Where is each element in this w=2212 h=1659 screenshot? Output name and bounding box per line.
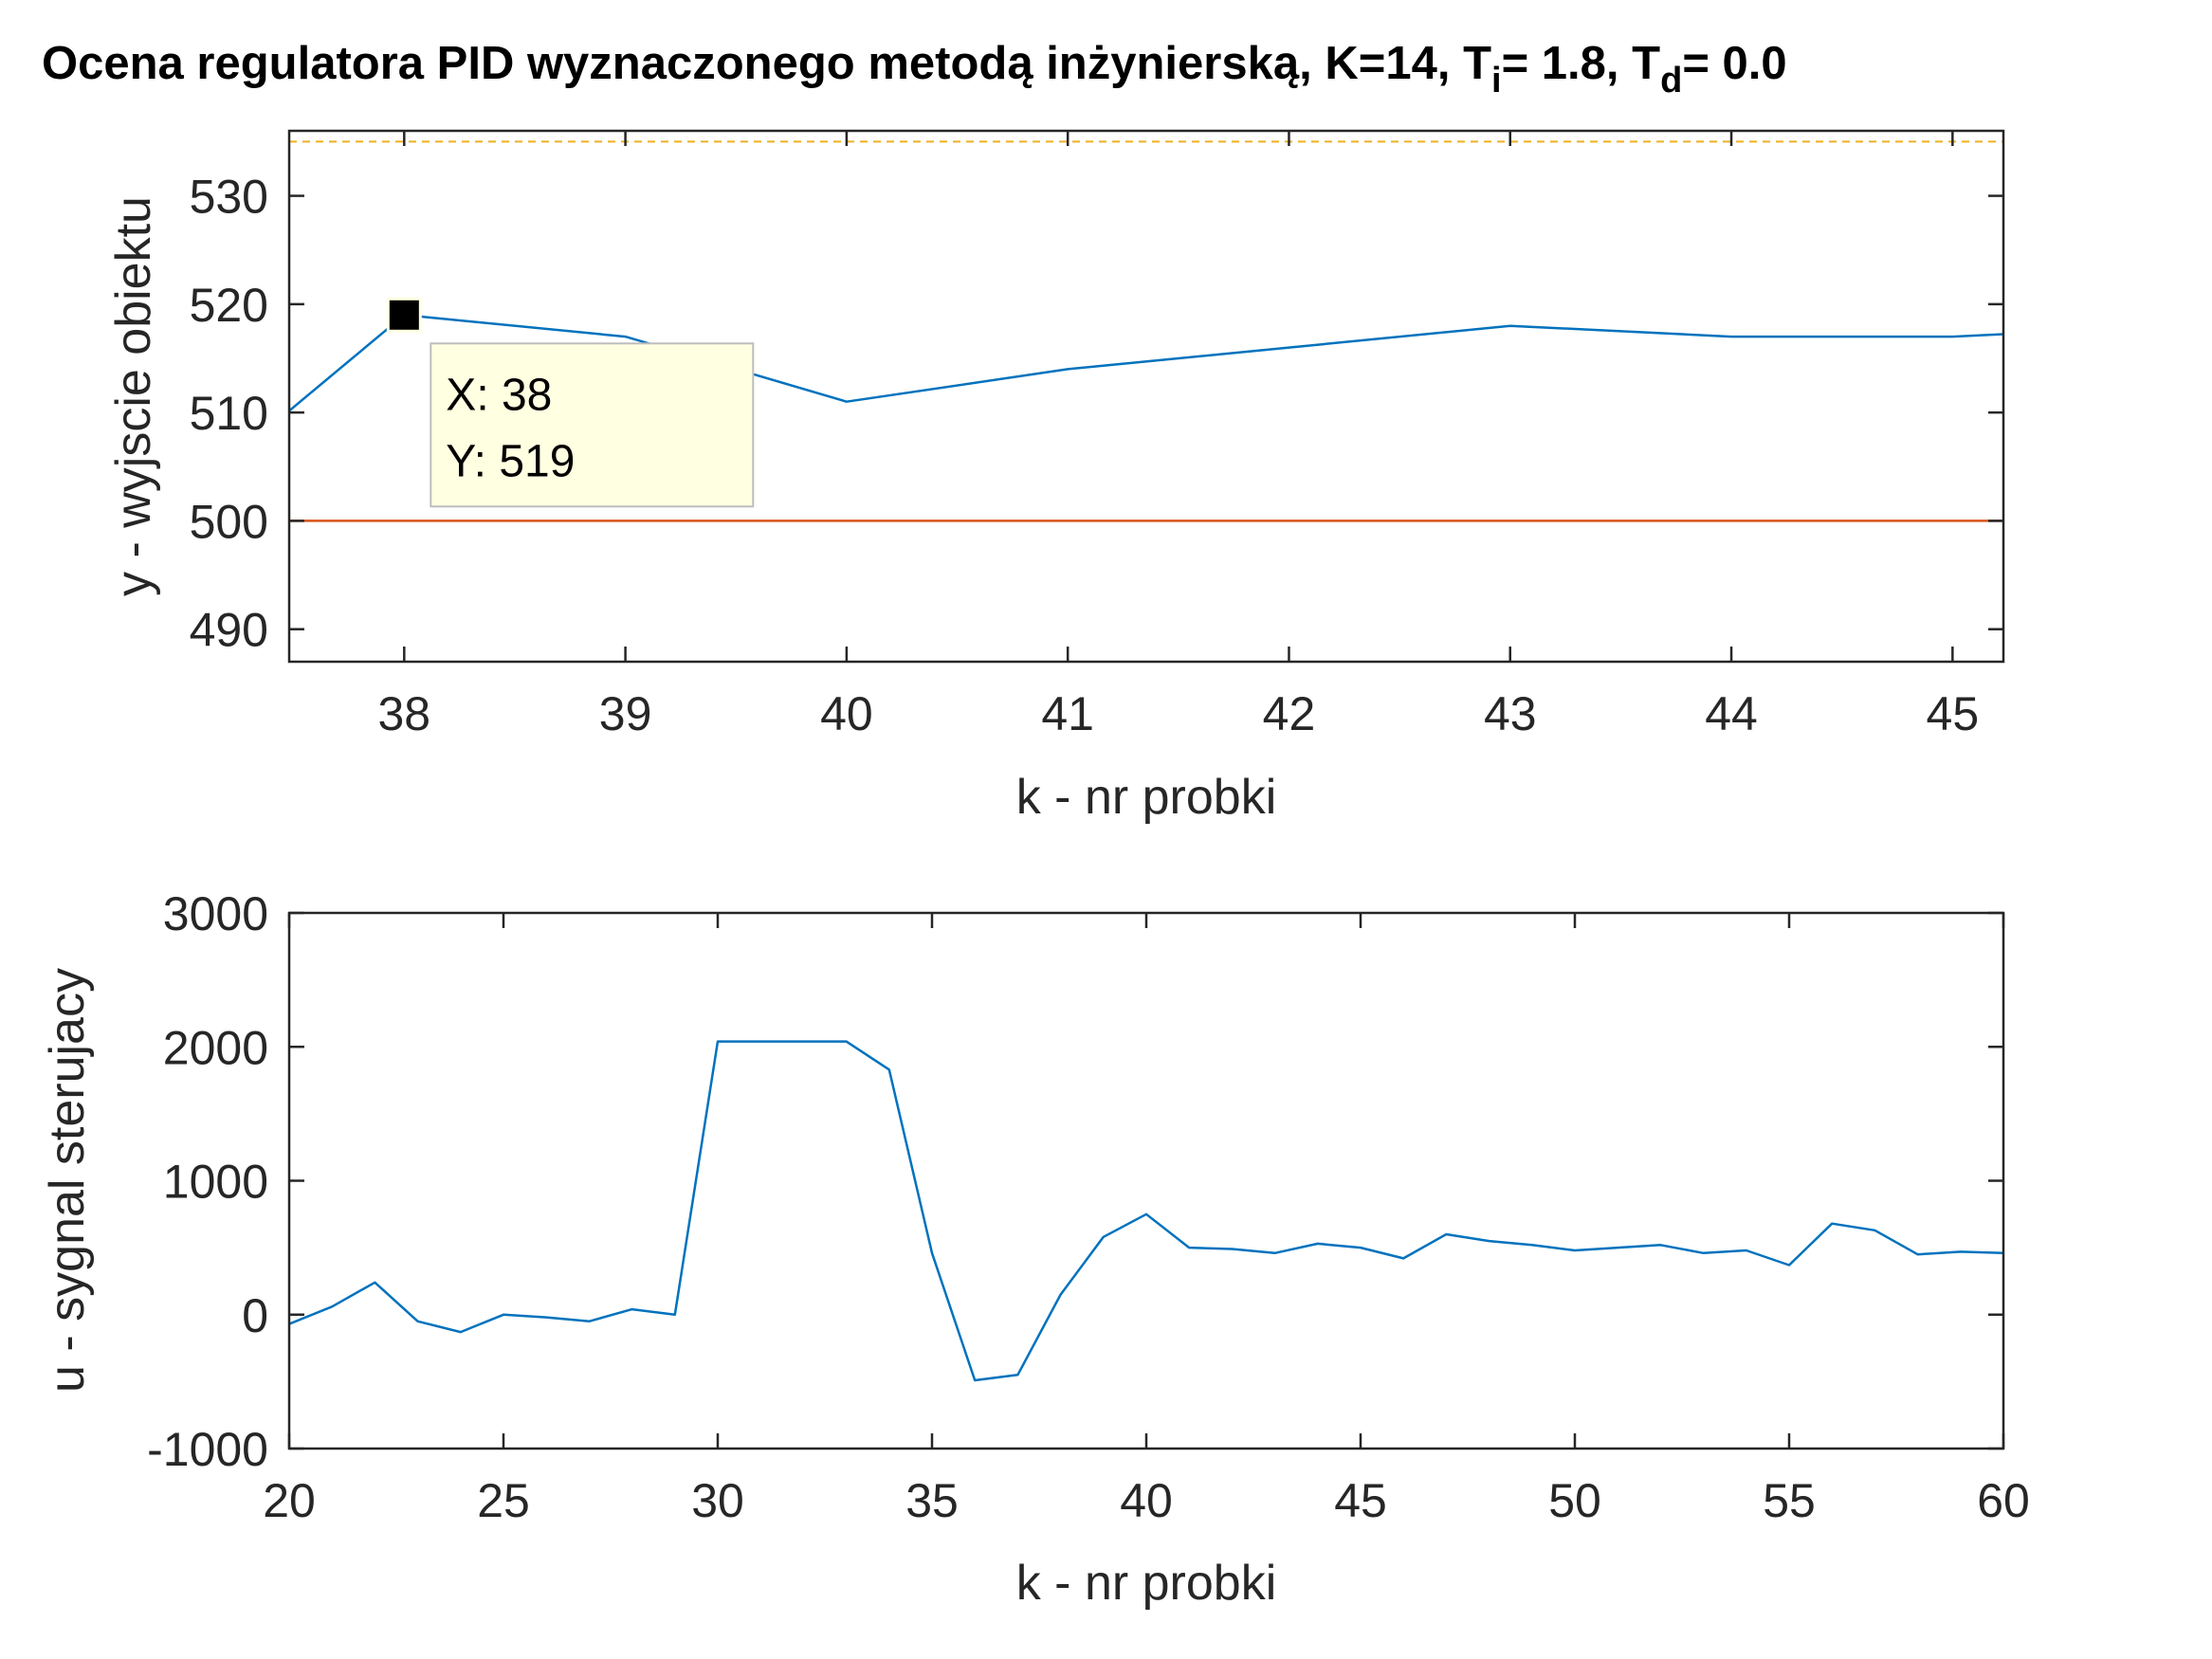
x-tick-label: 35 (905, 1474, 959, 1527)
y-tick-label: 530 (190, 171, 268, 224)
x-tick-label: 41 (1041, 687, 1094, 740)
x-tick-label: 60 (1977, 1474, 2030, 1527)
y-tick-label: 510 (190, 387, 268, 440)
control-plot: 20 25 30 35 40 45 50 55 60 -1000 0 1000 2000 3000 k -… (40, 887, 2030, 1611)
control-plot-xlabel: k - nr probki (1016, 1556, 1277, 1611)
y-tick-label: 3000 (163, 887, 268, 940)
y-tick-label: 1000 (163, 1156, 268, 1209)
title-mid: = 1.8, T (1502, 38, 1661, 89)
y-tick-label: -1000 (147, 1423, 268, 1476)
x-tick-label: 44 (1705, 687, 1758, 740)
output-plot: 38 39 40 41 42 43 44 45 490 500 510 520 530 X: 38 Y: … (106, 129, 2005, 825)
output-plot-ylabel: y - wyjscie obiektu (106, 196, 161, 596)
y-tick-label: 490 (190, 604, 268, 657)
x-tick-label: 43 (1484, 687, 1537, 740)
control-plot-ylabel: u - sygnal sterujacy (40, 968, 95, 1393)
output-plot-frame (287, 129, 2005, 664)
title-subscript-d: d (1660, 61, 1682, 100)
y-tick-label: 2000 (163, 1021, 268, 1074)
datatip-marker[interactable] (386, 297, 422, 333)
x-tick-label: 39 (599, 687, 652, 740)
x-tick-label: 38 (377, 687, 430, 740)
y-tick-label: 0 (242, 1289, 268, 1342)
x-tick-label: 30 (691, 1474, 744, 1527)
title-main: Ocena regulatora PID wyznaczonego metodą… (42, 38, 1491, 89)
title-end: = 0.0 (1682, 38, 1786, 89)
x-tick-label: 25 (477, 1474, 530, 1527)
y-tick-label: 500 (190, 495, 268, 548)
control-plot-ticks: 20 25 30 35 40 45 50 55 60 -1000 0 1000 2000 3000 (147, 887, 2030, 1527)
x-tick-label: 42 (1263, 687, 1316, 740)
x-tick-label: 20 (263, 1474, 316, 1527)
title-subscript-i: i (1491, 61, 1502, 100)
output-plot-xlabel: k - nr probki (1016, 770, 1277, 825)
datatip-y: Y: 519 (446, 436, 575, 486)
control-plot-frame (287, 911, 2005, 1450)
x-tick-label: 40 (1120, 1474, 1173, 1527)
output-plot-series (289, 140, 2003, 522)
x-tick-label: 40 (820, 687, 873, 740)
y-tick-label: 520 (190, 279, 268, 332)
datatip[interactable]: X: 38 Y: 519 (386, 297, 755, 508)
output-series (289, 314, 2003, 412)
chart-title: Ocena regulatora PID wyznaczonego metodą… (42, 38, 1787, 100)
x-tick-label: 55 (1763, 1474, 1816, 1527)
output-plot-ticks: 38 39 40 41 42 43 44 45 490 500 510 520 530 (190, 131, 2003, 740)
control-plot-series (289, 1040, 2003, 1382)
control-series (289, 1040, 2003, 1382)
x-tick-label: 50 (1548, 1474, 1601, 1527)
x-tick-label: 45 (1334, 1474, 1387, 1527)
datatip-box (430, 342, 755, 508)
x-tick-label: 45 (1927, 687, 1980, 740)
datatip-x: X: 38 (446, 370, 552, 420)
